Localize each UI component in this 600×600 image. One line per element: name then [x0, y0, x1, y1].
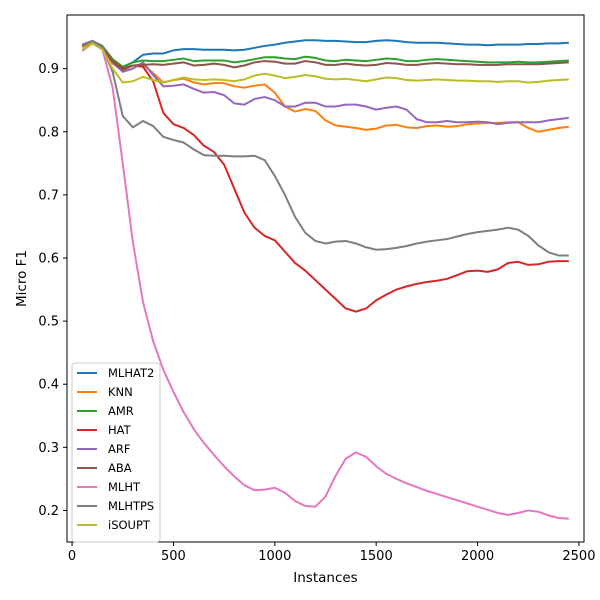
- legend-entry-label: ARF: [108, 442, 130, 456]
- plot-area-frame: [66, 14, 585, 543]
- series-line-hat: [81, 39, 569, 313]
- y-axis-label: Micro F1: [14, 250, 30, 307]
- x-tick-label: 2000: [461, 549, 494, 564]
- legend: MLHAT2 KNN AMR HAT ARF ABA MLHT MLHTPS iSOUPT: [71, 362, 161, 543]
- x-axis-label: Instances: [293, 570, 357, 586]
- series-layer: [81, 39, 569, 520]
- series-line-mlht: [81, 42, 569, 520]
- y-tick-label: 0.7: [38, 188, 59, 203]
- legend-entry-label: MLHTPS: [108, 499, 154, 513]
- legend-entry-label: MLHAT2: [108, 366, 154, 380]
- y-axis-ticks: 0.2 0.3 0.4 0.5 0.6 0.7 0.8 0.9: [38, 62, 67, 519]
- y-tick-label: 0.9: [38, 62, 59, 77]
- legend-entry-label: MLHT: [108, 480, 141, 494]
- y-tick-label: 0.3: [38, 441, 59, 456]
- y-tick-label: 0.5: [38, 315, 59, 330]
- legend-entry-label: HAT: [108, 423, 132, 437]
- y-tick-label: 0.2: [38, 504, 59, 519]
- x-tick-label: 0: [68, 549, 76, 564]
- series-line-isoupt: [81, 42, 569, 84]
- series-line-arf: [81, 39, 569, 126]
- legend-box: [71, 362, 161, 543]
- legend-entry-label: KNN: [108, 385, 133, 399]
- x-tick-label: 1000: [258, 549, 291, 564]
- y-tick-label: 0.6: [38, 251, 59, 266]
- series-line-amr: [81, 39, 569, 68]
- series-line-aba: [81, 39, 569, 71]
- y-tick-label: 0.8: [38, 125, 59, 140]
- x-axis-ticks: 0 500 1000 1500 2000 2500: [68, 542, 595, 564]
- x-tick-label: 2500: [562, 549, 595, 564]
- series-line-mlhat2: [81, 39, 569, 69]
- x-tick-label: 1500: [360, 549, 393, 564]
- legend-entry-label: iSOUPT: [108, 518, 151, 532]
- series-line-mlhtps: [81, 39, 569, 257]
- y-tick-label: 0.4: [38, 378, 59, 393]
- legend-entry-label: ABA: [108, 461, 132, 475]
- legend-entry-label: AMR: [108, 404, 134, 418]
- x-tick-label: 500: [161, 549, 186, 564]
